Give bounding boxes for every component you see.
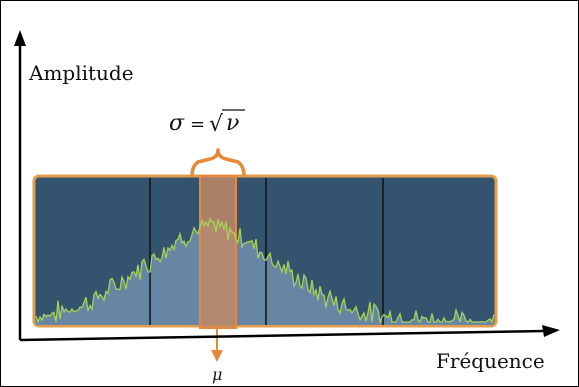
x-axis	[19, 329, 546, 342]
y-axis-label: Amplitude	[28, 61, 134, 85]
sigma-band	[199, 175, 237, 329]
arrow-down-icon	[211, 350, 223, 362]
arrow-up-icon	[14, 30, 26, 46]
nu-symbol: ν	[226, 111, 239, 136]
noise-signal-line	[35, 217, 495, 325]
mu-label: μ	[212, 365, 222, 384]
sigma-symbol: σ	[169, 111, 185, 136]
x-axis-label: Fréquence	[436, 349, 545, 373]
radical-symbol: √	[209, 112, 224, 137]
sigma-formula: σ = √ ν	[169, 109, 245, 137]
arrow-right-icon	[542, 325, 560, 337]
equals-symbol: =	[190, 114, 205, 135]
curly-brace-icon	[190, 148, 246, 178]
